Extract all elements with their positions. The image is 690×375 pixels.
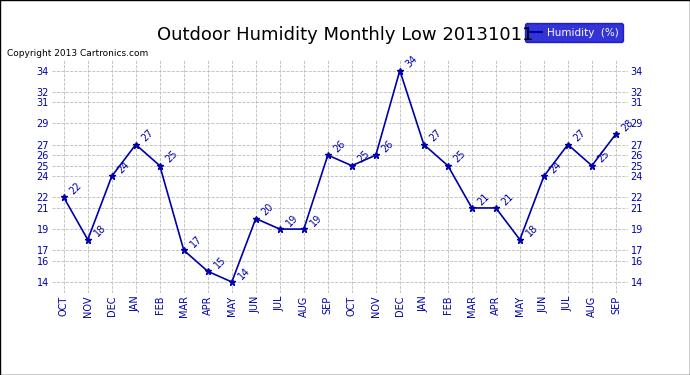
Text: 28: 28 <box>620 117 636 133</box>
Legend: Humidity  (%): Humidity (%) <box>525 23 622 42</box>
Text: 19: 19 <box>308 213 324 228</box>
Text: 15: 15 <box>212 255 228 271</box>
Text: 25: 25 <box>356 149 372 165</box>
Text: 27: 27 <box>572 128 588 144</box>
Text: 34: 34 <box>404 54 420 70</box>
Text: 27: 27 <box>428 128 444 144</box>
Text: 26: 26 <box>380 138 396 154</box>
Text: 25: 25 <box>452 149 468 165</box>
Text: 21: 21 <box>476 191 492 207</box>
Text: 18: 18 <box>524 223 540 239</box>
Text: 24: 24 <box>116 160 132 176</box>
Text: 27: 27 <box>140 128 156 144</box>
Text: 26: 26 <box>332 138 348 154</box>
Text: 19: 19 <box>284 213 299 228</box>
Text: 24: 24 <box>548 160 564 176</box>
Text: Copyright 2013 Cartronics.com: Copyright 2013 Cartronics.com <box>7 49 148 58</box>
Text: 22: 22 <box>68 181 83 196</box>
Text: 17: 17 <box>188 234 204 249</box>
Text: 25: 25 <box>596 149 612 165</box>
Text: 20: 20 <box>260 202 276 218</box>
Text: 21: 21 <box>500 191 516 207</box>
Text: 14: 14 <box>236 266 252 281</box>
Text: 18: 18 <box>92 223 108 239</box>
Text: Outdoor Humidity Monthly Low 20131011: Outdoor Humidity Monthly Low 20131011 <box>157 26 533 44</box>
Text: 25: 25 <box>164 149 180 165</box>
